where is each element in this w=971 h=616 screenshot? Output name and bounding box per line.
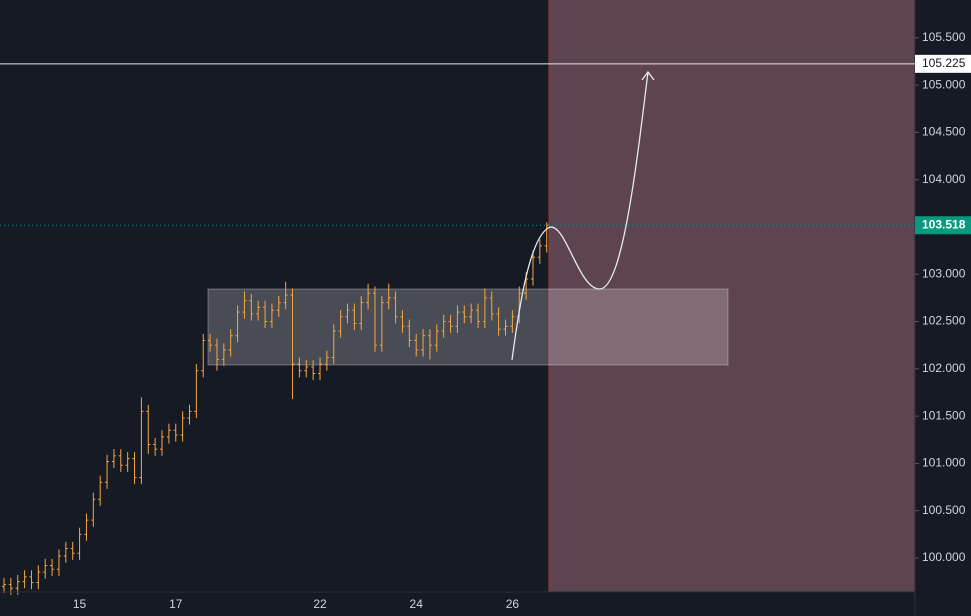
last-price-tag [915, 216, 971, 235]
price-line-tag [915, 54, 971, 73]
y-tick-label: 101.500 [922, 408, 966, 422]
y-tick-label: 101.000 [922, 456, 966, 470]
y-tick-label: 105.500 [922, 30, 966, 44]
x-tick-label: 26 [506, 597, 520, 611]
plot [2, 222, 549, 595]
y-tick-label: 103.000 [922, 266, 966, 280]
x-tick-label: 22 [313, 597, 327, 611]
future-region [549, 0, 915, 592]
x-tick-label: 15 [73, 597, 87, 611]
y-tick-label: 102.000 [922, 361, 966, 375]
y-tick-label: 104.500 [922, 125, 966, 139]
y-tick-label: 105.000 [922, 77, 966, 91]
x-tick-label: 17 [169, 597, 183, 611]
y-tick-label: 100.500 [922, 503, 966, 517]
last-price-label: 103.518 [922, 217, 966, 231]
y-tick-label: 102.500 [922, 314, 966, 328]
x-tick-label: 24 [410, 597, 424, 611]
price-line-label: 105.225 [922, 56, 966, 70]
y-tick-label: 104.000 [922, 172, 966, 186]
y-tick-label: 100.000 [922, 550, 966, 564]
projection-curve [511, 71, 649, 361]
range-zone [207, 288, 729, 366]
projection-arrow [641, 70, 655, 81]
